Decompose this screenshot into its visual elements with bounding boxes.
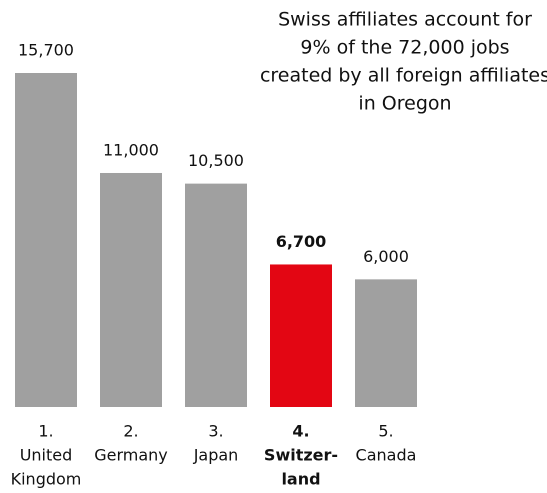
x-tick-label: 5. [378, 422, 393, 441]
value-label: 6,000 [363, 247, 409, 266]
value-label: 10,500 [188, 151, 244, 170]
annotation: 9% of the 72,000 jobs [300, 37, 509, 59]
x-tick-label: Switzer- [264, 446, 338, 465]
x-tick-label: 1. [38, 422, 53, 441]
x-tick-label: 2. [123, 422, 138, 441]
value-label: 15,700 [18, 41, 74, 60]
annotation: Swiss affiliates account for [278, 9, 532, 31]
x-tick-label: land [281, 470, 320, 489]
bar [270, 264, 332, 407]
x-tick-label: United [20, 446, 73, 465]
annotation: created by all foreign affiliates [260, 65, 547, 87]
value-label: 6,700 [276, 232, 327, 251]
x-tick-label: Japan [193, 446, 239, 465]
x-tick-label: Canada [356, 446, 417, 465]
bar [15, 73, 77, 407]
value-label: 11,000 [103, 140, 159, 159]
annotation: in Oregon [358, 93, 451, 115]
bar [355, 279, 417, 407]
x-tick-label: Kingdom [11, 470, 82, 489]
x-tick-label: 3. [208, 422, 223, 441]
x-tick-label: Germany [94, 446, 168, 465]
x-tick-label: 4. [292, 422, 309, 441]
bar [185, 183, 247, 407]
bar [100, 172, 162, 407]
